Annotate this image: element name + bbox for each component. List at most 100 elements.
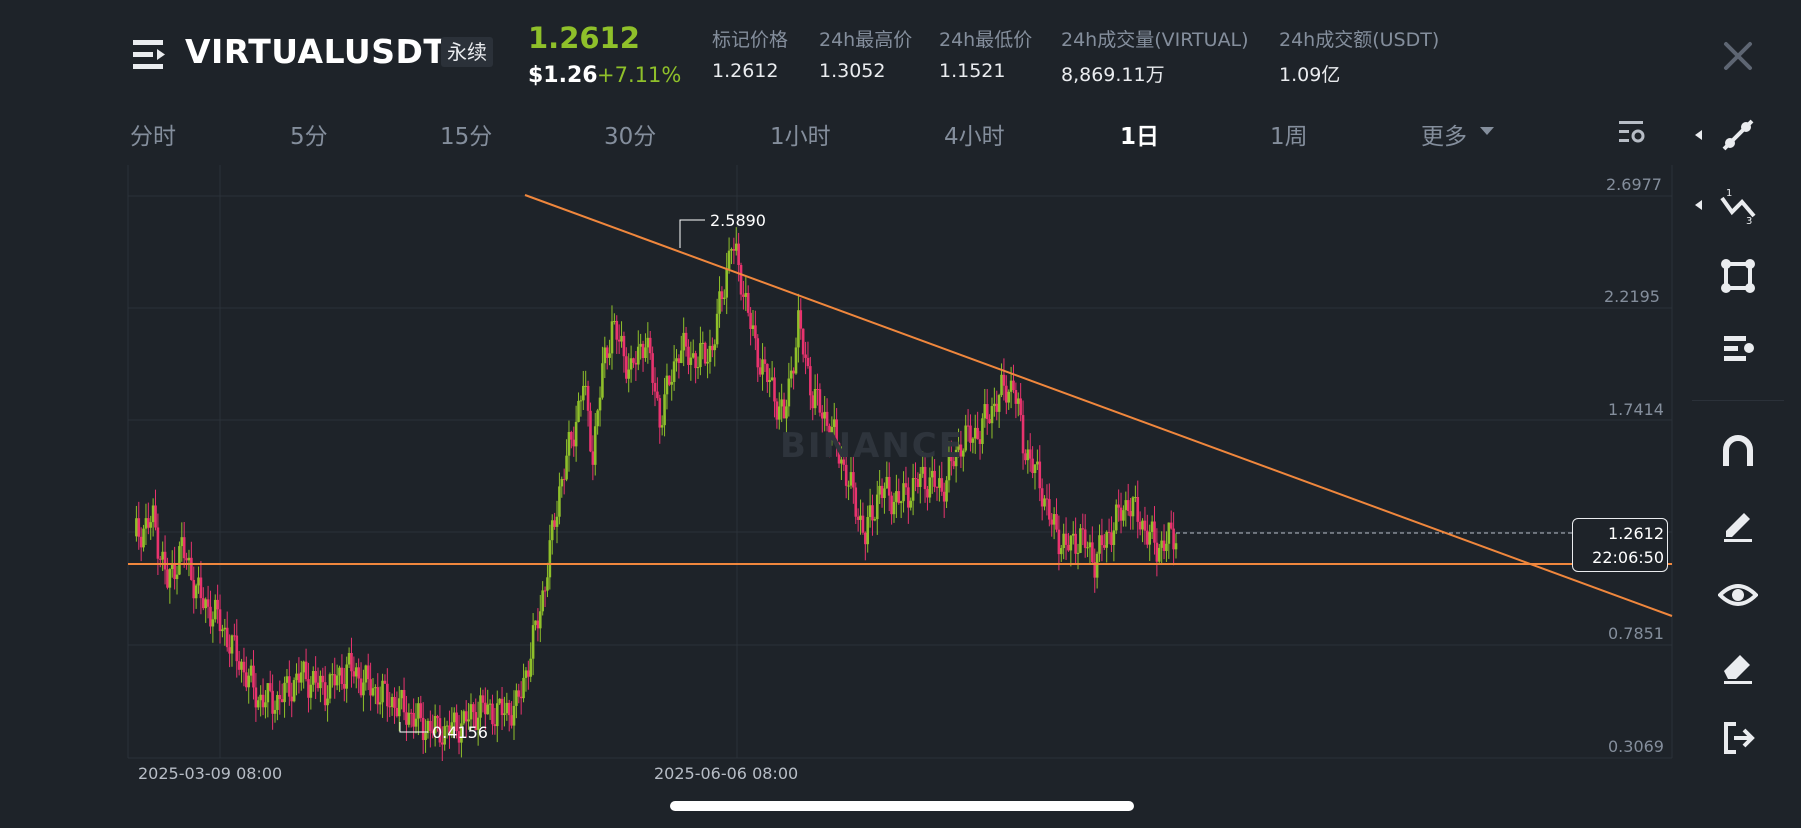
candle-body: [892, 501, 896, 515]
volume-24h-value: 8,869.11万: [1061, 64, 1165, 86]
candle-body: [586, 385, 590, 411]
home-indicator[interactable]: [670, 801, 1134, 811]
candle-body: [364, 665, 368, 683]
candle-body: [421, 717, 425, 741]
candle-body: [830, 426, 834, 441]
candle-body: [677, 358, 681, 363]
candle-body: [507, 702, 511, 716]
pencil-icon[interactable]: [1718, 503, 1758, 543]
shape-icon[interactable]: [1718, 256, 1758, 296]
candle-body: [374, 687, 377, 689]
candle-body: [546, 577, 549, 591]
candle-body: [579, 400, 583, 402]
candle-body: [909, 500, 913, 508]
trend-line-icon[interactable]: [1718, 115, 1758, 155]
candle-body: [577, 400, 580, 422]
candle-body: [202, 598, 205, 609]
candle-body: [565, 455, 568, 480]
candle-body: [460, 723, 463, 743]
eye-icon[interactable]: [1718, 575, 1758, 615]
candle-body: [1057, 529, 1061, 555]
tab-more[interactable]: 更多: [1421, 124, 1467, 150]
candle-body: [1038, 461, 1042, 489]
candle-body: [283, 682, 286, 703]
candle-body: [1074, 533, 1077, 554]
candle-body: [268, 683, 272, 691]
tab-4h[interactable]: 4小时: [944, 124, 1005, 150]
tab-1h[interactable]: 1小时: [770, 124, 831, 150]
low-marker-label: 0.4156: [432, 723, 488, 742]
candle-body: [1143, 520, 1147, 531]
candle-body: [768, 380, 772, 382]
candle-body: [593, 426, 597, 465]
candle-body: [591, 451, 595, 465]
menu-icon[interactable]: [133, 38, 169, 72]
eraser-icon[interactable]: [1718, 645, 1758, 685]
candle-body: [660, 425, 664, 428]
candle-body: [598, 397, 602, 411]
candle-body: [371, 688, 375, 696]
candle-body: [1079, 528, 1082, 553]
descending-trendline[interactable]: [524, 194, 1673, 617]
candle-body: [687, 346, 690, 365]
fibonacci-icon[interactable]: 1 3: [1718, 186, 1758, 226]
candle-body: [1095, 553, 1099, 578]
candle-body: [493, 724, 497, 727]
candle-body: [433, 715, 437, 734]
symbol-title[interactable]: VIRTUALUSDT: [185, 32, 447, 71]
tab-30m[interactable]: 30分: [604, 124, 657, 150]
candle-body: [715, 313, 719, 345]
candle-body: [696, 367, 700, 369]
candle-body: [699, 343, 702, 368]
candle-body: [562, 479, 566, 481]
candle-body: [498, 698, 501, 704]
tab-5m[interactable]: 5分: [290, 124, 328, 150]
candle-body: [316, 682, 320, 689]
candle-body: [854, 487, 858, 517]
candle-body: [180, 537, 184, 547]
candle-body: [766, 363, 769, 382]
candle-body: [976, 427, 979, 440]
candle-body: [414, 718, 418, 727]
tab-1d[interactable]: 1日: [1120, 124, 1160, 150]
candle-body: [758, 367, 762, 375]
exit-icon[interactable]: [1718, 718, 1758, 758]
candle-body: [942, 491, 946, 502]
candle-body: [730, 248, 733, 251]
close-icon[interactable]: [1720, 38, 1756, 74]
tab-15m[interactable]: 15分: [440, 124, 493, 150]
candle-body: [1098, 535, 1101, 554]
chart-settings-icon[interactable]: [1618, 118, 1648, 146]
candle-body: [1076, 552, 1080, 554]
candle-body: [505, 702, 509, 714]
candle-body: [887, 476, 891, 496]
candle-body: [608, 353, 611, 358]
last-price: 1.2612: [528, 21, 640, 55]
tab-timeshare[interactable]: 分时: [130, 124, 176, 150]
turnover-24h-label: 24h成交额(USDT): [1279, 29, 1440, 51]
price-axis-label: 0.3069: [1608, 737, 1664, 756]
magnet-icon[interactable]: [1718, 432, 1758, 472]
candle-body: [725, 269, 728, 298]
candle-body: [813, 389, 817, 409]
candle-body: [1012, 380, 1015, 391]
candle-body: [443, 726, 446, 745]
candle-body: [264, 702, 267, 708]
candle-body: [383, 680, 387, 684]
expand-arrow-icon[interactable]: [1695, 200, 1702, 210]
chevron-down-icon[interactable]: [1480, 127, 1494, 135]
candle-body: [971, 438, 975, 443]
candle-body: [613, 320, 616, 322]
expand-arrow-icon[interactable]: [1695, 130, 1702, 140]
tab-1w[interactable]: 1周: [1270, 124, 1308, 150]
candle-body: [780, 399, 783, 407]
candle-body: [462, 711, 466, 724]
candle-body: [670, 381, 674, 385]
candle-body: [993, 403, 996, 407]
candle-body: [852, 472, 855, 488]
mark-price-value: 1.2612: [712, 60, 779, 82]
candle-body: [1160, 540, 1163, 548]
indicator-icon[interactable]: [1718, 328, 1758, 368]
candle-body: [570, 431, 573, 440]
